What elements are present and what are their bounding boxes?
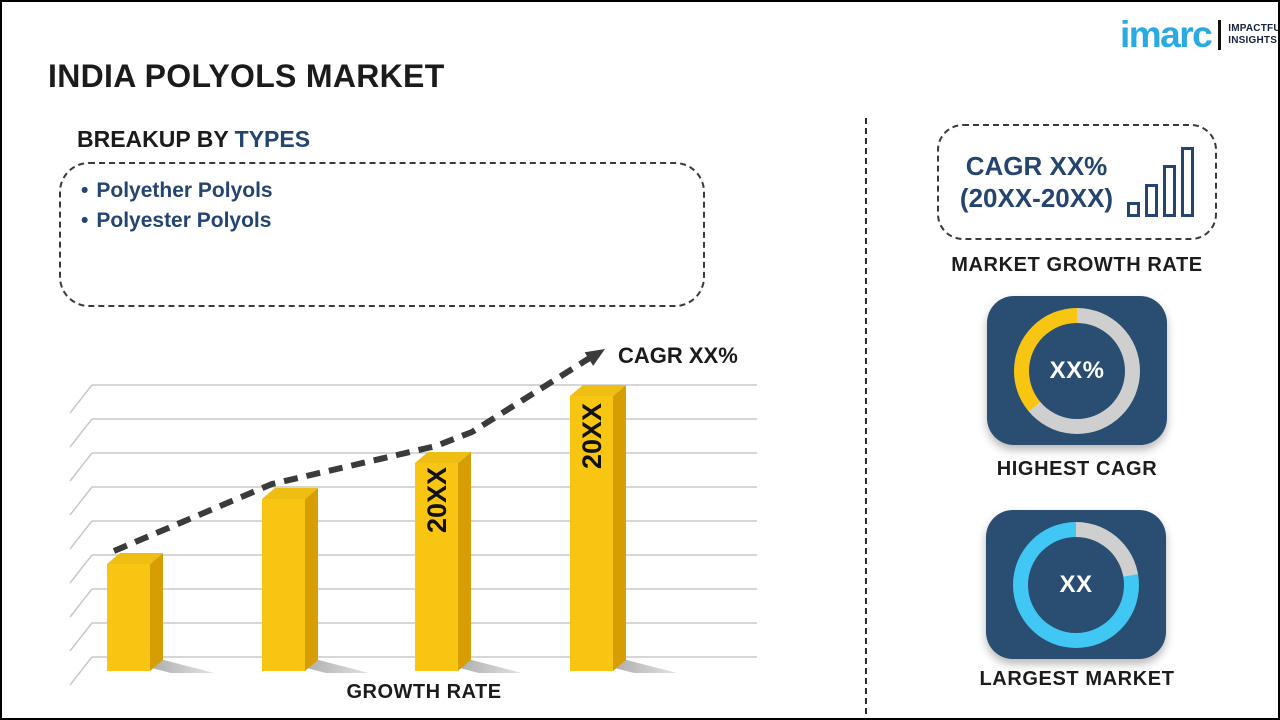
type-label: Polyether Polyols (96, 179, 273, 202)
market-growth-rate-caption: MARKET GROWTH RATE (951, 254, 1203, 276)
bar-2 (262, 488, 318, 671)
bar-chart-icon-bar1 (1127, 202, 1141, 217)
cagr-summary-text: CAGR XX% (20XX-20XX) (960, 150, 1113, 215)
bar-chart-icon-bar2 (1145, 184, 1159, 217)
logo-tagline-line2: INSIGHTS (1228, 34, 1278, 46)
breakup-heading-highlight: TYPES (234, 126, 311, 152)
largest-market-value: XX (1059, 570, 1093, 598)
highest-cagr-tile: XX% (987, 296, 1167, 445)
imarc-wordmark: imarc (1120, 14, 1213, 55)
arrowhead-icon (584, 349, 605, 366)
highest-cagr-value: XX% (1049, 356, 1105, 384)
bar-1 (107, 553, 163, 671)
logo-tagline: IMPACTFUL INSIGHTS (1228, 23, 1278, 46)
breakup-heading-prefix: BREAKUP BY (77, 126, 235, 152)
breakup-heading: BREAKUP BY TYPES (77, 126, 310, 153)
bar-chart-icon-bar4 (1181, 147, 1195, 217)
breakup-types-list: • Polyether Polyols • Polyester Polyols (81, 176, 703, 237)
logo-divider (1218, 19, 1222, 50)
breakup-types-box: • Polyether Polyols • Polyester Polyols (59, 162, 705, 307)
cagr-summary-box: CAGR XX% (20XX-20XX) (937, 124, 1217, 240)
bar-3: 20XX (415, 452, 471, 671)
section-divider (865, 118, 867, 714)
highest-cagr-donut-chart: XX% (1014, 307, 1140, 434)
cagr-line1: CAGR XX% (965, 150, 1108, 181)
highest-cagr-caption: HIGHEST CAGR (996, 458, 1158, 480)
bar-chart-icon (1127, 147, 1195, 217)
donut-center: XX% (1029, 322, 1125, 419)
type-label: Polyester Polyols (96, 209, 272, 233)
chart-gridlines (69, 384, 757, 686)
largest-market-tile: XX (986, 510, 1166, 659)
bar-3-label: 20XX (422, 467, 452, 533)
list-item: • Polyether Polyols (81, 176, 703, 206)
bar-chart-icon-bar3 (1163, 165, 1177, 217)
logo-tagline-line1: IMPACTFUL (1228, 23, 1278, 34)
bar-4-label: 20XX (577, 403, 607, 469)
list-item: • Polyester Polyols (81, 206, 703, 236)
bar-series: 20XX 20XX (107, 385, 626, 671)
trend-arrow (112, 349, 605, 554)
imarc-logo: imarc IMPACTFUL INSIGHTS (1120, 14, 1278, 55)
largest-market-caption: LARGEST MARKET (979, 668, 1175, 690)
page-title: INDIA POLYOLS MARKET (48, 58, 445, 94)
growth-rate-bar-chart: 20XX 20XX (69, 349, 757, 686)
bullet-icon: • (81, 209, 89, 233)
bullet-icon: • (81, 179, 89, 202)
donut-center: XX (1028, 536, 1124, 633)
x-axis-label: GROWTH RATE (346, 681, 502, 703)
largest-market-donut-chart: XX (1013, 521, 1139, 648)
trend-cagr-label: CAGR XX% (618, 343, 738, 368)
cagr-line2: (20XX-20XX) (959, 183, 1114, 213)
bar-4: 20XX (570, 385, 626, 671)
